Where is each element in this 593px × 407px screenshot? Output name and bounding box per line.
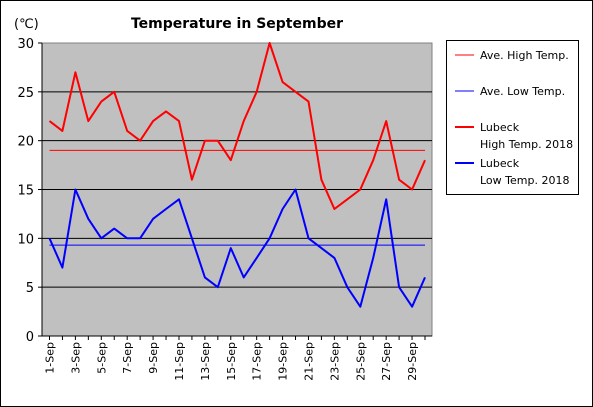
- x-tick-label: 19-Sep: [277, 342, 290, 381]
- y-tick-label: 25: [17, 86, 34, 101]
- y-tick-label: 15: [17, 184, 34, 199]
- x-tick-label: 15-Sep: [225, 342, 238, 381]
- y-tick-label: 10: [17, 232, 34, 247]
- legend-label: Ave. Low Temp.: [480, 85, 565, 98]
- x-tick-label: 3-Sep: [69, 342, 82, 374]
- legend-label: High Temp. 2018: [480, 138, 573, 151]
- x-tick-label: 7-Sep: [121, 342, 134, 374]
- x-tick-label: 29-Sep: [406, 342, 419, 381]
- legend-label: Low Temp. 2018: [480, 174, 569, 187]
- series-layer: [48, 42, 426, 308]
- x-tick-label: 13-Sep: [199, 342, 212, 381]
- x-tick-label: 25-Sep: [354, 342, 367, 381]
- x-tick-label: 5-Sep: [95, 342, 108, 374]
- legend-label: Lubeck: [480, 157, 520, 170]
- series-line: [48, 42, 426, 210]
- gridlines: [42, 91, 432, 288]
- legend: Ave. High Temp. Ave. Low Temp. Lubeck High …: [455, 49, 573, 187]
- unit-label: (℃): [14, 17, 39, 32]
- y-tick-label: 20: [17, 135, 34, 150]
- chart-title: Temperature in September: [131, 16, 343, 32]
- series-line: [48, 188, 426, 308]
- x-tick-label: 17-Sep: [251, 342, 264, 381]
- x-axis: 1-Sep 3-Sep 5-Sep 7-Sep 9-Sep 11-Sep 13-Sep 15-…: [42, 335, 432, 381]
- legend-label: Lubeck: [480, 121, 520, 134]
- x-tick-label: 23-Sep: [328, 342, 341, 381]
- x-tick-label: 11-Sep: [173, 342, 186, 381]
- x-tick-label: 1-Sep: [44, 342, 57, 374]
- y-tick-label: 5: [26, 281, 34, 296]
- legend-label: Ave. High Temp.: [480, 49, 569, 62]
- x-tick-label: 27-Sep: [380, 342, 393, 381]
- legend-box: [446, 40, 579, 195]
- x-tick-label: 21-Sep: [302, 342, 315, 381]
- y-tick-label: 30: [17, 37, 34, 52]
- y-axis: 0 5 10 15 20 25 30: [17, 37, 43, 345]
- y-tick-label: 0: [26, 330, 34, 345]
- x-tick-label: 9-Sep: [147, 342, 160, 374]
